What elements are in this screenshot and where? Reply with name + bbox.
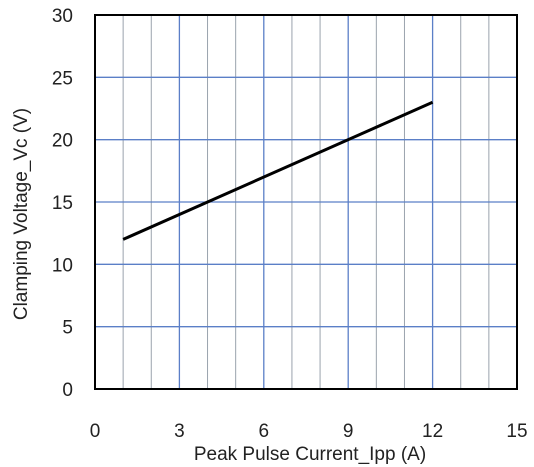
y-tick-label: 30 [52, 6, 73, 27]
x-tick-label: 3 [174, 421, 185, 442]
y-tick-label: 10 [52, 255, 73, 276]
x-axis-ticks: 0 3 6 9 12 15 [90, 421, 528, 442]
x-tick-label: 12 [422, 421, 443, 442]
y-tick-label: 20 [52, 131, 73, 152]
y-tick-label: 5 [62, 318, 73, 339]
x-tick-label: 0 [90, 421, 101, 442]
y-axis-title: Clamping Voltage_Vc (V) [11, 108, 32, 320]
major-grid [95, 15, 517, 389]
plot-area-frame [94, 14, 518, 390]
x-axis-title: Peak Pulse Current_Ipp (A) [194, 444, 426, 465]
y-tick-label: 0 [62, 380, 73, 401]
y-axis-ticks: 0 5 10 15 20 25 30 [52, 6, 73, 401]
x-tick-label: 6 [259, 421, 270, 442]
x-tick-label: 9 [343, 421, 354, 442]
series-line [122, 100, 434, 241]
y-tick-label: 15 [52, 193, 73, 214]
x-tick-label: 15 [506, 421, 527, 442]
y-tick-label: 25 [52, 68, 73, 89]
series-layer [122, 100, 434, 241]
